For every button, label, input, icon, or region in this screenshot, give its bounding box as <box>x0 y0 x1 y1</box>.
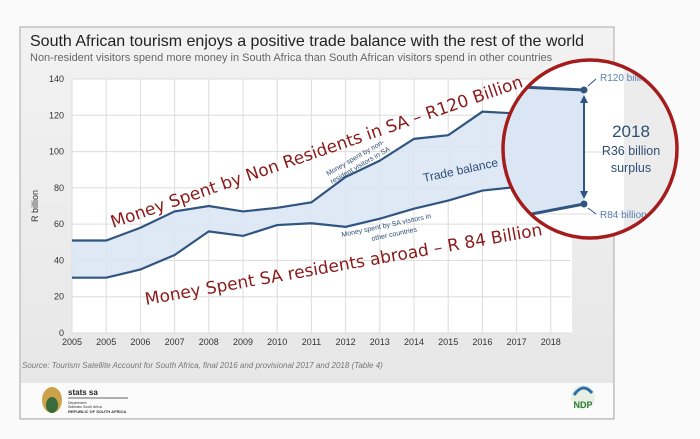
y-tick-label: 0 <box>59 328 64 338</box>
y-tick-label: 20 <box>54 292 64 302</box>
y-ticks: 0 20 40 60 80 100 120 140 <box>49 74 64 338</box>
inset-year: 2018 <box>612 122 650 141</box>
ndp-text: NDP <box>573 400 592 410</box>
footer-band <box>21 383 613 418</box>
y-tick-label: 100 <box>49 147 64 157</box>
inset-magnifier: R120 billion R84 billion 2018 R36 billio… <box>501 58 679 240</box>
arrow-down-icon <box>580 191 588 199</box>
stats-sa-logo: stats sa Department: Statistics South Af… <box>42 387 128 414</box>
x-tick-label: 2014 <box>404 337 424 347</box>
inset-upper-point <box>580 86 588 94</box>
source-note: Source: Tourism Satellite Account for So… <box>22 361 383 370</box>
x-tick-label: 2006 <box>130 337 150 347</box>
x-tick-label: 2012 <box>336 337 356 347</box>
area-group <box>71 110 517 279</box>
x-tick-label: 2016 <box>472 337 492 347</box>
x-ticks: 2005 2005 2006 2007 2008 2009 2010 2011 2012 2013… <box>62 337 561 347</box>
x-tick-label: 2013 <box>370 337 390 347</box>
series-line-sa-residents <box>72 185 517 279</box>
x-tick-label: 2011 <box>302 337 321 347</box>
x-tick-label: 2009 <box>233 337 253 347</box>
x-tick-label: 2017 <box>507 337 527 347</box>
inset-surplus-word: surplus <box>611 161 651 175</box>
trade-balance-fill <box>72 111 517 278</box>
inset-circle <box>501 58 679 240</box>
inset-surplus: R36 billion <box>602 144 660 158</box>
inset-lower-point <box>580 200 588 208</box>
x-tick-label: 2005 <box>62 337 82 347</box>
ndp-logo: NDP <box>571 385 595 410</box>
x-tick-label: 2015 <box>438 337 458 347</box>
stats-sa-name: stats sa <box>68 388 98 397</box>
y-axis-label: R billion <box>30 190 40 222</box>
series-line-non-resident <box>72 110 517 242</box>
inset-lower-label: R84 billion <box>600 210 647 221</box>
x-tick-label: 2005 <box>96 337 116 347</box>
chart-subtitle: Non-resident visitors spend more money i… <box>30 52 553 64</box>
y-tick-label: 140 <box>49 74 64 84</box>
y-tick-label: 80 <box>54 183 64 193</box>
x-tick-label: 2008 <box>199 337 219 347</box>
x-tick-label: 2018 <box>541 337 561 347</box>
y-tick-label: 40 <box>54 255 64 265</box>
stats-sa-republic: REPUBLIC OF SOUTH AFRICA <box>68 409 126 414</box>
x-tick-label: 2010 <box>267 337 287 347</box>
stats-sa-dept: Department: <box>68 401 87 405</box>
x-tick-label: 2007 <box>165 337 185 347</box>
y-tick-label: 60 <box>54 219 64 229</box>
arrow-up-icon <box>580 95 588 103</box>
chart-title: South African tourism enjoys a positive … <box>30 33 584 50</box>
y-tick-label: 120 <box>49 110 64 120</box>
inset-fill <box>503 86 584 220</box>
inset-upper-label: R120 billion <box>600 73 652 84</box>
stats-sa-org: Statistics South Africa <box>68 405 102 409</box>
